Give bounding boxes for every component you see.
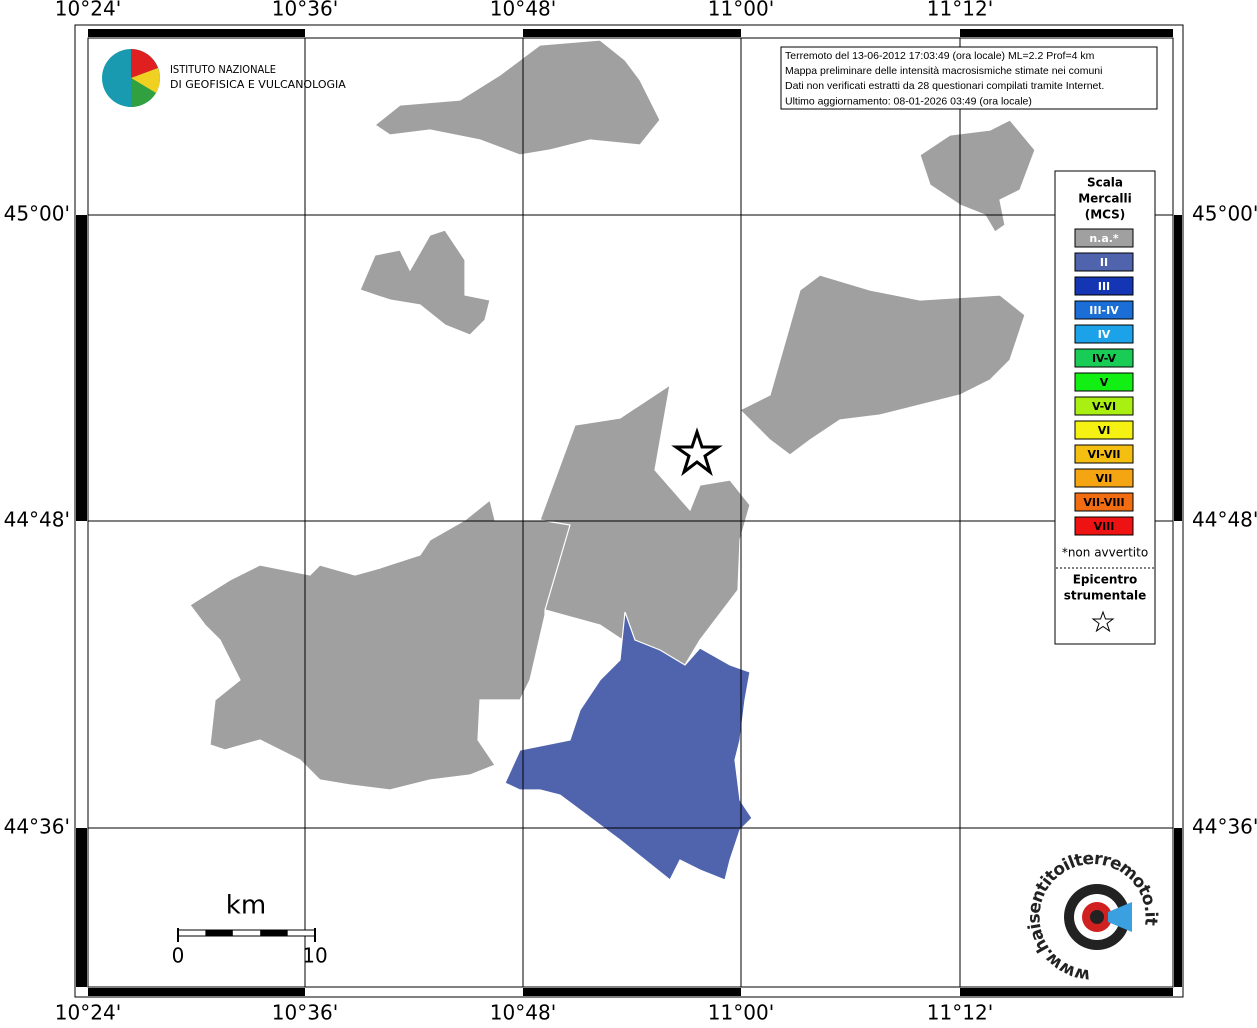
lon-label: 11°12' [927,1001,993,1025]
scale-bar-segment [260,930,287,936]
lon-label: 10°36' [272,1001,338,1025]
legend-label: II [1100,256,1108,269]
legend-title: Mercalli [1078,192,1132,206]
legend-label: VI-VII [1087,448,1120,461]
frame-band [523,988,741,996]
frame-band [76,215,87,521]
frame-band [88,29,305,37]
legend-title: (MCS) [1085,208,1126,222]
frame-band [1174,828,1182,987]
logo-text: DI GEOFISICA E VULCANOLOGIA [170,78,346,91]
legend-label: III-IV [1089,304,1119,317]
lon-label: 10°24' [55,1001,121,1025]
lon-label: 10°48' [490,1001,556,1025]
frame-band [523,29,741,37]
lon-label: 10°24' [55,0,121,21]
info-line: Ultimo aggiornamento: 08-01-2026 03:49 (… [785,95,1032,107]
lat-label: 44°36' [1192,815,1257,839]
legend-label: V-VI [1092,400,1116,413]
scale-bar-segment [205,930,232,936]
scale-bar [178,930,315,936]
lat-label: 44°36' [4,815,70,839]
lon-label: 10°48' [490,0,556,21]
lon-label: 11°00' [708,0,774,21]
logo-text: ISTITUTO NAZIONALE [170,63,276,76]
info-line: Terremoto del 13-06-2012 17:03:49 (ora l… [785,50,1095,62]
frame-band [960,988,1173,996]
legend-label: III [1098,280,1110,293]
info-line: Mappa preliminare delle intensità macros… [785,65,1102,77]
legend-label: VII-VIII [1083,496,1124,509]
legend-label: V [1100,376,1109,389]
scale-unit: km [226,891,266,921]
frame-band [960,29,1173,37]
lat-label: 45°00' [4,202,70,226]
legend-note: *non avvertito [1062,546,1148,560]
legend-label: IV-V [1092,352,1117,365]
info-line: Dati non verificati estratti da 28 quest… [785,80,1104,92]
legend-epicenter: strumentale [1064,589,1147,603]
lon-label: 10°36' [272,0,338,21]
legend-title: Scala [1087,176,1123,190]
lon-label: 11°00' [708,1001,774,1025]
lat-label: 45°00' [1192,202,1257,226]
lat-label: 44°48' [4,508,70,532]
lon-label: 11°12' [927,0,993,21]
badge-ring [1090,910,1104,924]
frame-band [76,828,87,987]
lat-label: 44°48' [1192,508,1257,532]
legend-label: VIII [1094,520,1115,533]
legend-label: n.a.* [1089,232,1119,245]
frame-band [88,988,305,996]
scale-end: 10 [302,944,327,968]
legend-label: IV [1098,328,1111,341]
scale-start: 0 [172,944,185,968]
legend-label: VII [1096,472,1113,485]
legend-label: VI [1098,424,1111,437]
legend-epicenter: Epicentro [1073,573,1138,587]
frame-band [1174,215,1182,521]
